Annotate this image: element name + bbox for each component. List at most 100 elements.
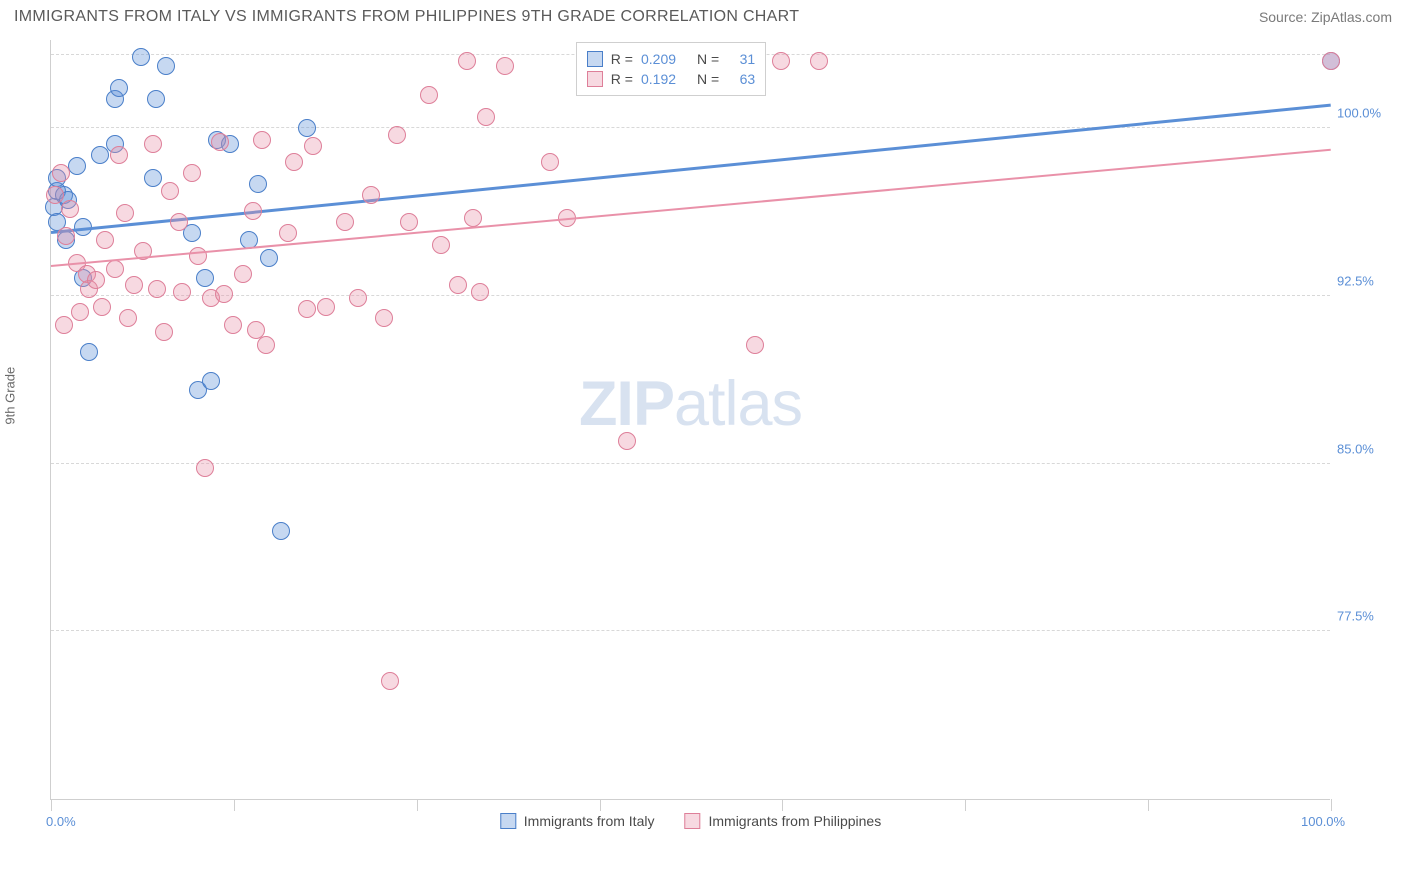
bottom-legend: Immigrants from Italy Immigrants from Phi… [500, 813, 881, 829]
data-point [57, 227, 75, 245]
x-tick [1331, 799, 1332, 811]
data-point [116, 204, 134, 222]
data-point [375, 309, 393, 327]
legend-item: Immigrants from Italy [500, 813, 655, 829]
trend-line [51, 104, 1331, 234]
data-point [91, 146, 109, 164]
data-point [125, 276, 143, 294]
chart-title: IMMIGRANTS FROM ITALY VS IMMIGRANTS FROM… [14, 8, 799, 26]
data-point [541, 153, 559, 171]
data-point [471, 283, 489, 301]
data-point [477, 108, 495, 126]
gridline [51, 463, 1330, 464]
data-point [183, 164, 201, 182]
data-point [260, 249, 278, 267]
data-point [279, 224, 297, 242]
data-point [1322, 52, 1340, 70]
y-axis-title: 9th Grade [3, 367, 18, 425]
data-point [224, 316, 242, 334]
data-point [189, 247, 207, 265]
data-point [144, 135, 162, 153]
gridline [51, 630, 1330, 631]
stats-legend: R =0.209N =31R =0.192N =63 [576, 42, 766, 96]
x-tick-label: 0.0% [46, 814, 76, 829]
data-point [349, 289, 367, 307]
data-point [87, 271, 105, 289]
x-tick [51, 799, 52, 811]
x-tick [782, 799, 783, 811]
x-tick [1148, 799, 1149, 811]
legend-label: Immigrants from Philippines [708, 813, 881, 829]
data-point [211, 133, 229, 151]
data-point [52, 164, 70, 182]
data-point [381, 672, 399, 690]
gridline [51, 127, 1330, 128]
x-tick [600, 799, 601, 811]
x-tick-label: 100.0% [1301, 814, 1345, 829]
data-point [249, 175, 267, 193]
x-tick [417, 799, 418, 811]
data-point [215, 285, 233, 303]
data-point [110, 146, 128, 164]
data-point [170, 213, 188, 231]
data-point [362, 186, 380, 204]
legend-swatch [500, 813, 516, 829]
data-point [46, 186, 64, 204]
data-point [173, 283, 191, 301]
data-point [148, 280, 166, 298]
data-point [55, 316, 73, 334]
x-tick [965, 799, 966, 811]
legend-swatch [587, 71, 603, 87]
watermark: ZIPatlas [579, 368, 802, 440]
data-point [161, 182, 179, 200]
data-point [106, 260, 124, 278]
data-point [202, 372, 220, 390]
y-tick-label: 92.5% [1337, 274, 1392, 289]
data-point [746, 336, 764, 354]
chart-source: Source: ZipAtlas.com [1259, 9, 1392, 25]
data-point [298, 119, 316, 137]
data-point [449, 276, 467, 294]
data-point [144, 169, 162, 187]
data-point [458, 52, 476, 70]
data-point [71, 303, 89, 321]
legend-swatch [587, 51, 603, 67]
legend-label: Immigrants from Italy [524, 813, 655, 829]
y-tick-label: 77.5% [1337, 609, 1392, 624]
y-tick-label: 85.0% [1337, 441, 1392, 456]
data-point [61, 200, 79, 218]
data-point [93, 298, 111, 316]
data-point [110, 79, 128, 97]
legend-swatch [684, 813, 700, 829]
data-point [196, 459, 214, 477]
data-point [119, 309, 137, 327]
data-point [464, 209, 482, 227]
data-point [388, 126, 406, 144]
data-point [253, 131, 271, 149]
data-point [400, 213, 418, 231]
stats-row: R =0.209N =31 [587, 49, 755, 69]
data-point [618, 432, 636, 450]
data-point [147, 90, 165, 108]
data-point [80, 343, 98, 361]
data-point [317, 298, 335, 316]
gridline [51, 295, 1330, 296]
data-point [132, 48, 150, 66]
data-point [432, 236, 450, 254]
data-point [420, 86, 438, 104]
data-point [68, 157, 86, 175]
x-tick [234, 799, 235, 811]
legend-item: Immigrants from Philippines [684, 813, 881, 829]
y-tick-label: 100.0% [1337, 106, 1392, 121]
data-point [155, 323, 173, 341]
scatter-plot: ZIPatlas 77.5%85.0%92.5%100.0%0.0%100.0%… [50, 40, 1330, 800]
data-point [96, 231, 114, 249]
data-point [772, 52, 790, 70]
data-point [304, 137, 322, 155]
data-point [257, 336, 275, 354]
data-point [234, 265, 252, 283]
data-point [272, 522, 290, 540]
data-point [157, 57, 175, 75]
data-point [298, 300, 316, 318]
data-point [285, 153, 303, 171]
